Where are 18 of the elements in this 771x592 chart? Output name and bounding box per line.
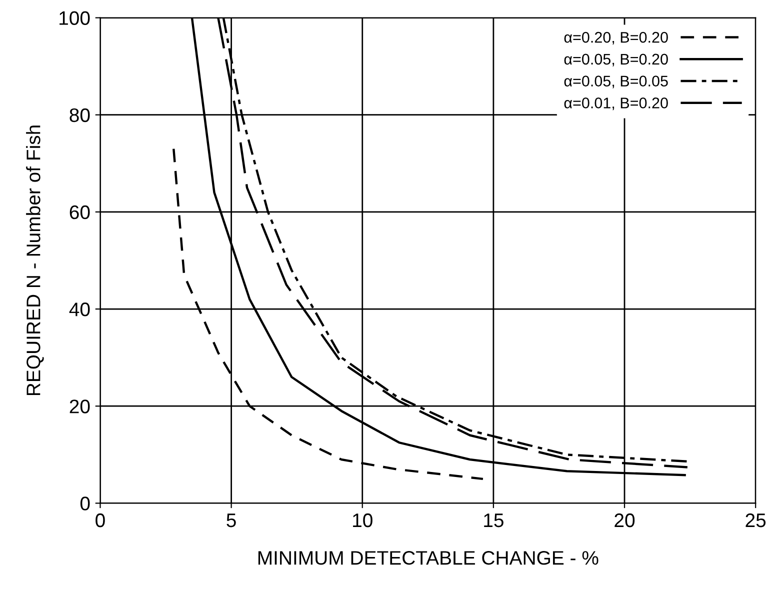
x-tick-label: 20: [614, 513, 635, 528]
y-tick-label: 60: [70, 205, 90, 220]
x-tick-label: 25: [746, 513, 766, 528]
y-tick-label: 80: [70, 108, 90, 122]
legend-label: α=0.20, B=0.20: [564, 32, 668, 45]
x-tick-label: 15: [484, 514, 504, 528]
x-tick-label: 5: [226, 514, 236, 528]
y-tick-label: 100: [60, 11, 90, 25]
y-tick-label: 0: [80, 496, 90, 510]
x-axis-title: MINIMUM DETECTABLE CHANGE - %: [258, 551, 598, 565]
x-tick-label: 0: [96, 513, 105, 528]
legend-label: α=0.05, B=0.05: [564, 76, 668, 88]
y-tick-label: 20: [70, 400, 90, 414]
legend-label: α=0.05, B=0.20: [564, 54, 668, 66]
y-tick-label: 40: [69, 302, 90, 316]
y-axis-title: REQUIRED N - Number of Fish: [26, 126, 44, 396]
x-tick-label: 10: [353, 513, 372, 528]
legend-label: α=0.01, B=0.20: [564, 98, 668, 110]
